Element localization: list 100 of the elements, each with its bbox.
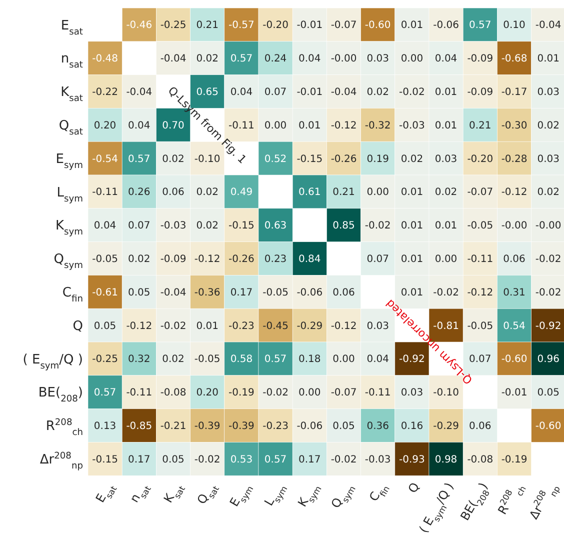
- data-label: -0.92: [535, 320, 562, 332]
- data-label: -0.11: [228, 120, 254, 132]
- data-label: -0.05: [262, 287, 288, 298]
- data-label: 0.06: [503, 254, 526, 265]
- data-label: -0.12: [194, 254, 220, 265]
- data-label: 0.70: [162, 120, 184, 132]
- data-label: -0.20: [262, 20, 288, 32]
- data-label: -0.61: [92, 287, 118, 298]
- data-label: -0.02: [330, 454, 357, 466]
- data-label: -0.17: [501, 87, 528, 98]
- data-label: 0.84: [298, 254, 321, 265]
- data-label: 0.96: [537, 354, 560, 366]
- data-label: -0.06: [296, 421, 323, 432]
- data-label: -0.29: [433, 421, 459, 432]
- data-label: -0.02: [433, 287, 459, 298]
- data-label: 0.16: [400, 421, 424, 432]
- data-label: -0.39: [228, 421, 254, 432]
- data-label: -0.11: [126, 388, 152, 399]
- y-tick-label: C$_{fin}$: [62, 285, 83, 304]
- data-label: 0.05: [537, 388, 560, 399]
- data-label: -0.11: [467, 254, 494, 265]
- data-label: 0.02: [366, 87, 389, 98]
- data-label: -0.05: [467, 320, 494, 332]
- data-label: 0.03: [537, 154, 560, 165]
- data-label: 0.04: [230, 87, 253, 98]
- data-label: 0.07: [128, 220, 150, 232]
- data-label: -0.54: [92, 154, 118, 165]
- data-label: 0.06: [162, 187, 184, 198]
- y-tick-label: K$_{sat}$: [60, 85, 84, 104]
- data-label: -0.09: [467, 87, 494, 98]
- data-label: 0.02: [128, 254, 150, 265]
- data-label: -0.09: [160, 254, 186, 265]
- data-label: 0.17: [128, 454, 150, 466]
- data-label: 0.03: [537, 87, 560, 98]
- data-label: -0.04: [330, 87, 357, 98]
- data-label: 0.52: [264, 154, 287, 165]
- data-label: 0.07: [264, 87, 287, 98]
- data-label: -0.15: [296, 154, 323, 165]
- data-label: 0.23: [264, 254, 287, 265]
- data-label: -0.85: [126, 421, 152, 432]
- data-label: 0.02: [537, 187, 560, 198]
- data-label: -0.08: [160, 388, 186, 399]
- data-label: -0.04: [160, 54, 186, 65]
- data-label: 0.04: [94, 220, 116, 232]
- data-label: -0.23: [262, 421, 288, 432]
- data-label: 0.01: [434, 120, 458, 132]
- data-label: 0.00: [434, 254, 458, 265]
- data-label: 0.02: [537, 120, 560, 132]
- data-label: 0.01: [298, 120, 321, 132]
- data-label: -0.02: [535, 254, 562, 265]
- data-label: -0.26: [228, 254, 254, 265]
- data-label: -0.22: [92, 87, 118, 98]
- data-label: -0.26: [330, 154, 357, 165]
- data-label: 0.05: [162, 454, 184, 466]
- data-label: 0.58: [230, 354, 253, 366]
- y-tick-label: Q$_{sat}$: [58, 118, 84, 138]
- data-label: -0.06: [296, 287, 323, 298]
- data-label: 0.31: [503, 287, 526, 298]
- data-label: 0.20: [94, 120, 116, 132]
- data-label: 0.21: [469, 120, 492, 132]
- data-label: -0.15: [228, 220, 254, 232]
- data-label: 0.01: [400, 220, 424, 232]
- data-label: 0.18: [298, 354, 321, 366]
- data-label: 0.06: [332, 287, 355, 298]
- data-label: 0.54: [503, 320, 526, 332]
- data-label: -0.19: [228, 388, 254, 399]
- x-tick-label: Q: [405, 480, 422, 496]
- data-label: -0.28: [501, 154, 528, 165]
- data-label: -0.08: [467, 454, 494, 466]
- data-label: -0.05: [92, 254, 118, 265]
- data-label: -0.04: [535, 20, 562, 32]
- data-label: 0.32: [128, 354, 150, 366]
- data-label: -0.60: [364, 20, 391, 32]
- data-label: 0.17: [298, 454, 321, 466]
- data-label: -0.09: [467, 54, 494, 65]
- data-label: -0.04: [160, 287, 186, 298]
- y-tick-label: n$_{sat}$: [60, 52, 84, 71]
- data-label: 0.00: [298, 388, 321, 399]
- data-label: 0.04: [298, 54, 321, 65]
- data-label: -0.25: [92, 354, 118, 366]
- data-label: -0.01: [296, 20, 323, 32]
- data-label: -0.05: [194, 354, 220, 366]
- data-label: 0.57: [230, 54, 253, 65]
- data-label: 0.53: [230, 454, 253, 466]
- data-label: 0.57: [128, 154, 150, 165]
- data-label: -0.20: [467, 154, 494, 165]
- data-label: 0.05: [94, 320, 116, 332]
- data-label: 0.05: [128, 287, 150, 298]
- data-label: -0.03: [160, 220, 186, 232]
- data-label: -0.23: [228, 320, 254, 332]
- data-label: -0.06: [433, 20, 459, 32]
- data-label: -0.46: [126, 20, 152, 32]
- data-label: 0.24: [264, 54, 287, 65]
- data-label: 0.01: [434, 220, 458, 232]
- data-label: -0.10: [433, 388, 459, 399]
- data-label: -0.04: [126, 87, 152, 98]
- data-label: 0.98: [434, 454, 458, 466]
- y-tick-label: L$_{sym}$: [56, 185, 84, 204]
- data-label: -0.02: [262, 388, 288, 399]
- data-label: 0.17: [230, 287, 253, 298]
